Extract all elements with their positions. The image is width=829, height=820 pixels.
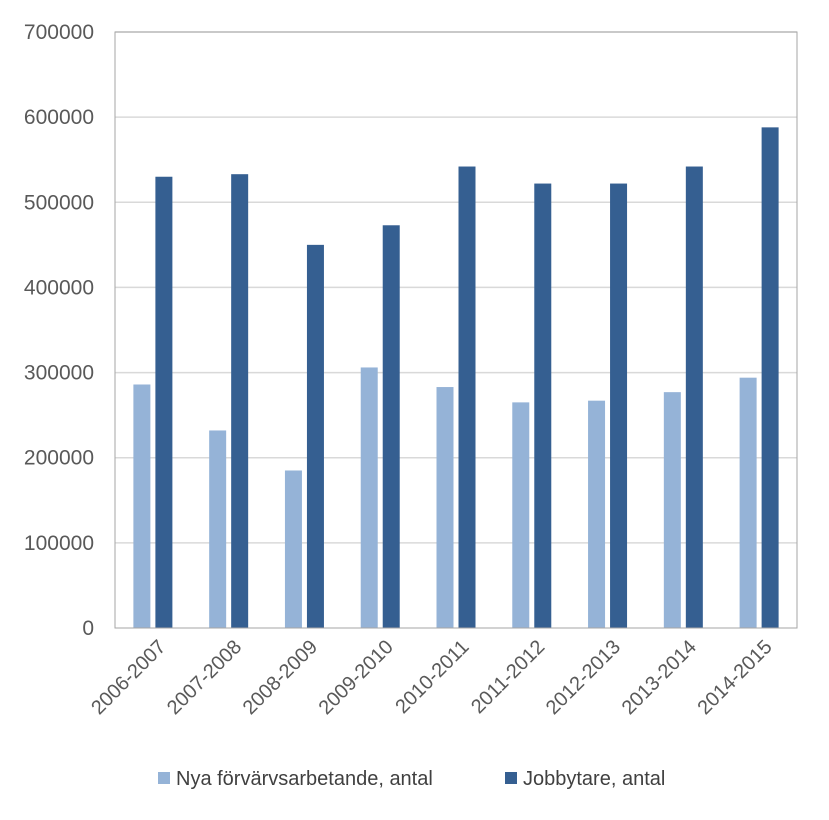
- bar-nya-2007-2008: [209, 430, 227, 628]
- y-tick-label: 300000: [24, 362, 94, 385]
- legend-label-nya: Nya förvärvsarbetande, antal: [176, 768, 433, 790]
- y-tick-label: 600000: [24, 106, 94, 129]
- bar-nya-2008-2009: [284, 470, 302, 628]
- bar-jobbytare-2010-2011: [458, 166, 476, 629]
- bars: [133, 127, 779, 629]
- bar-nya-2013-2014: [663, 392, 681, 628]
- bar-jobbytare-2006-2007: [155, 176, 173, 628]
- legend-swatch-nya: [158, 772, 170, 784]
- x-category-label: 2009-2010: [315, 636, 398, 719]
- bar-jobbytare-2013-2014: [685, 166, 703, 629]
- x-category-label: 2013-2014: [618, 636, 701, 719]
- y-tick-label: 700000: [24, 21, 94, 44]
- legend: Nya förvärvsarbetande, antal Jobbytare, …: [158, 768, 665, 790]
- x-category-label: 2010-2011: [391, 636, 473, 718]
- bar-jobbytare-2007-2008: [231, 174, 249, 628]
- y-tick-label: 500000: [24, 191, 94, 214]
- x-axis-category-labels: 2006-20072007-20082008-20092009-20102010…: [87, 636, 776, 719]
- bar-jobbytare-2009-2010: [382, 225, 400, 628]
- bar-nya-2012-2013: [588, 400, 606, 628]
- y-tick-label: 0: [82, 617, 94, 640]
- bar-nya-2009-2010: [360, 367, 378, 628]
- legend-swatch-jobbytare: [505, 772, 517, 784]
- x-category-label: 2008-2009: [239, 636, 322, 719]
- x-category-label: 2014-2015: [693, 636, 776, 719]
- bar-nya-2014-2015: [739, 377, 757, 628]
- y-axis-tick-labels: 0 100000 200000 300000 400000 500000 600000 700…: [24, 21, 94, 640]
- plot-area-border: [114, 31, 798, 629]
- x-category-label: 2011-2012: [467, 636, 549, 718]
- y-tick-label: 200000: [24, 447, 94, 470]
- y-tick-label: 400000: [24, 276, 94, 299]
- bar-nya-2010-2011: [436, 387, 454, 628]
- bar-jobbytare-2011-2012: [534, 183, 552, 628]
- bar-jobbytare-2012-2013: [610, 183, 628, 628]
- bar-jobbytare-2014-2015: [761, 127, 779, 629]
- legend-label-jobbytare: Jobbytare, antal: [523, 768, 665, 790]
- bar-nya-2006-2007: [133, 384, 151, 628]
- bar-jobbytare-2008-2009: [306, 244, 324, 628]
- x-category-label: 2006-2007: [87, 636, 170, 719]
- x-category-label: 2012-2013: [542, 636, 625, 719]
- bar-nya-2011-2012: [512, 402, 530, 628]
- y-tick-label: 100000: [24, 532, 94, 555]
- x-category-label: 2007-2008: [163, 636, 246, 719]
